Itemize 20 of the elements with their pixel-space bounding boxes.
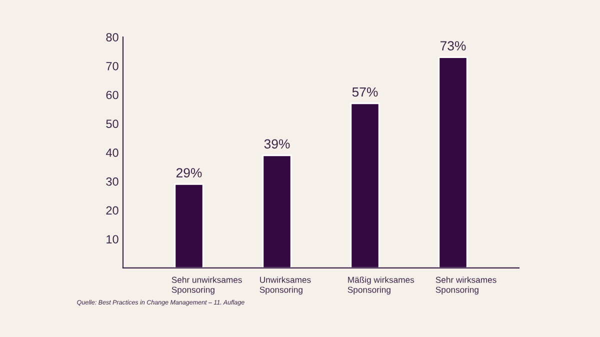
y-tick-label: 30 <box>106 177 118 186</box>
y-tick-label: 40 <box>106 148 118 157</box>
bar <box>350 102 380 268</box>
data-label: 39% <box>264 139 290 149</box>
x-tick-label: Unwirksames Sponsoring <box>260 276 311 294</box>
y-tick-label: 60 <box>106 90 118 100</box>
y-tick-label: 50 <box>106 120 118 128</box>
data-label: 73% <box>440 41 466 50</box>
x-tick-label: Sehr unwirksames Sponsoring <box>172 276 242 294</box>
bar <box>262 154 292 268</box>
data-label: 29% <box>176 168 202 178</box>
x-tick-label: Sehr wirksames Sponsoring <box>436 276 496 294</box>
y-tick-label: 80 <box>106 33 118 42</box>
y-tick-label: 10 <box>106 235 118 244</box>
y-tick-label: 20 <box>106 206 118 215</box>
bar <box>174 184 204 268</box>
data-label: 57% <box>352 87 378 97</box>
y-tick-label: 70 <box>106 62 118 70</box>
bar <box>438 56 468 268</box>
x-tick-label: Mäßig wirksames Sponsoring <box>348 276 414 294</box>
